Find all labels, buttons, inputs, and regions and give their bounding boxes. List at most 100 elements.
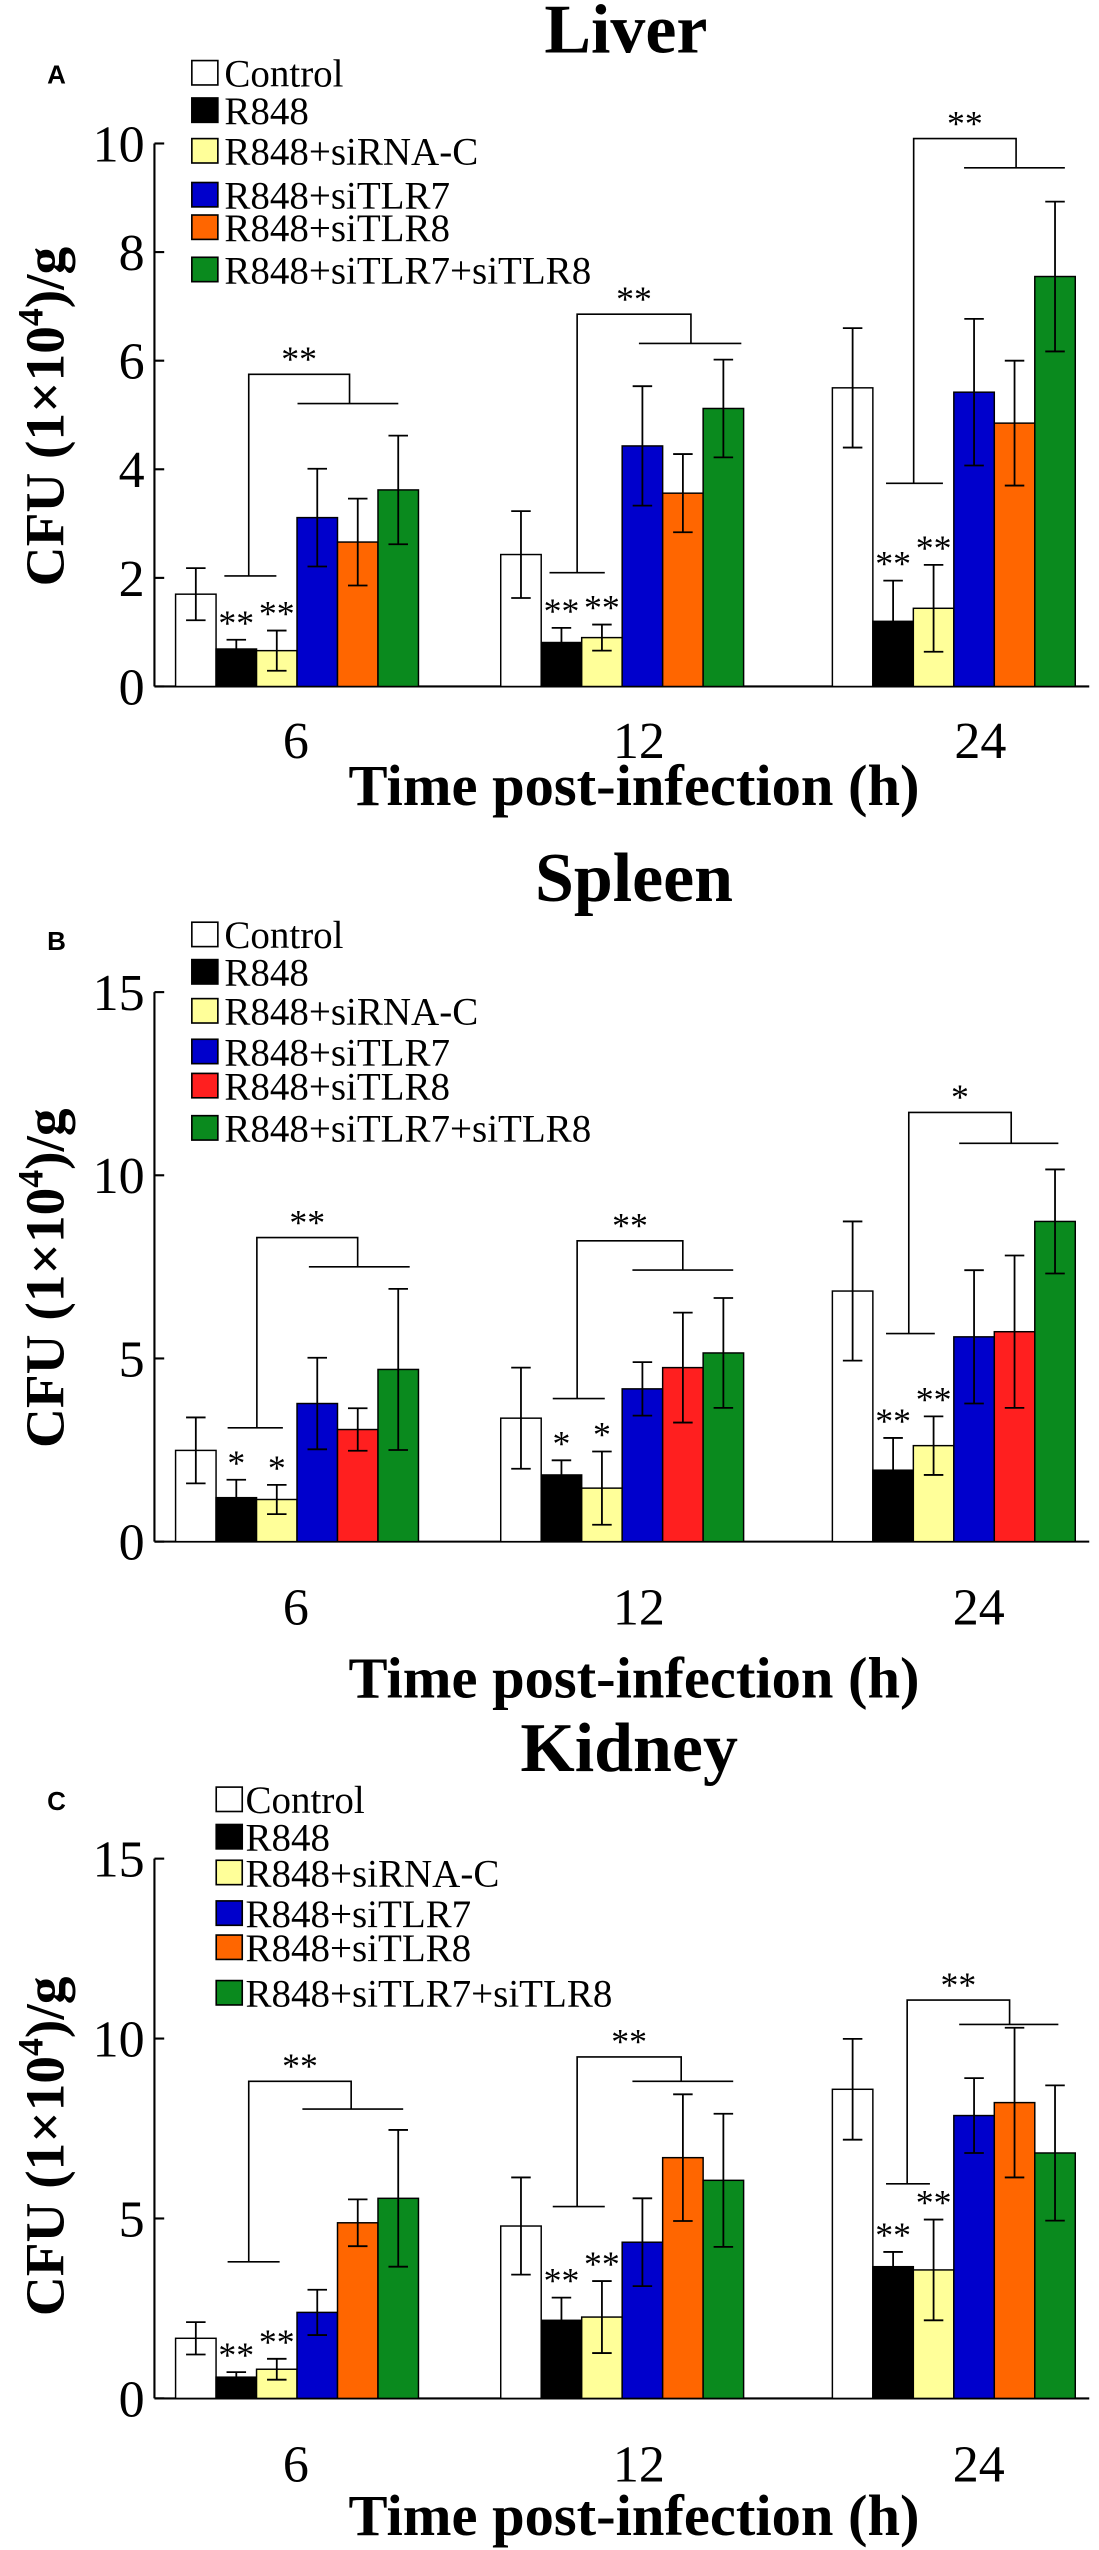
bar-group-24h: **** (831, 200, 1076, 688)
significance-mark: ** (584, 588, 620, 628)
y-tick-label: 6 (119, 334, 145, 391)
legend-swatch (191, 256, 219, 283)
legend-item-r848: R848 (191, 90, 309, 133)
error-bar-r848-24h (883, 2251, 903, 2283)
error-bar-r848-12h (551, 626, 572, 659)
comparison-bracket (224, 373, 399, 577)
bar-group-6h: ** ** (174, 2129, 420, 2400)
legend-swatch (215, 1934, 244, 1961)
comparison-significance: ** (612, 1206, 648, 1246)
legend-swatch (191, 1072, 219, 1099)
error-bar-r848-sirna-c-24h (923, 2218, 944, 2322)
bar-r848-sitlr7-sitlr8-24h (1034, 1220, 1076, 1543)
y-tick-label: 15 (93, 1832, 145, 1889)
legend-label: R848+siTLR7 (224, 175, 450, 218)
legend-swatch (191, 958, 219, 985)
legend-item-r848-sitlr8: R848+siTLR8 (191, 1065, 450, 1108)
legend-swatch (215, 1823, 244, 1850)
x-tick-label: 6 (283, 1580, 309, 1637)
error-bar-r848-sitlr7-24h (964, 2077, 984, 2154)
x-tick-label: 12 (613, 713, 665, 770)
significance-mark: * (227, 1443, 245, 1483)
legend-swatch (191, 181, 219, 208)
error-bar-r848-sirna-c-6h (267, 2357, 287, 2381)
x-tick-label: 24 (953, 2436, 1005, 2493)
y-axis-title-superscript: 4 (10, 308, 50, 326)
bar-group-24h: **** (831, 1168, 1076, 1543)
error-bar-r848-sirna-c-12h (592, 2280, 612, 2354)
significance-mark: ** (916, 1379, 952, 1419)
significance-mark: ** (584, 2244, 620, 2284)
error-bar-r848-sitlr7-sitlr8-24h (1045, 200, 1065, 353)
y-axis-title-unit: )/g (14, 1976, 75, 2038)
bar-group-12h: ** ** (499, 358, 745, 688)
error-bar-r848-sitlr7-sitlr8-24h (1045, 2084, 1065, 2222)
significance-mark: * (553, 1423, 571, 1463)
error-bar-r848-6h (226, 2371, 247, 2384)
legend-swatch (215, 1900, 244, 1927)
comparison-significance: ** (616, 279, 652, 319)
significance-mark: ** (875, 544, 911, 584)
error-bar-r848-sitlr7-12h (632, 385, 653, 507)
significance-mark: ** (259, 594, 295, 634)
error-bar-r848-sitlr8-24h (1004, 359, 1025, 487)
y-axis-title-superscript: 4 (10, 1170, 50, 1188)
legend-swatch (215, 1979, 244, 2006)
bar-group-6h: ** ** (174, 434, 420, 688)
legend-label: R848+siTLR8 (224, 1065, 450, 1108)
comparison-bracket (886, 1999, 1059, 2185)
chart-title: Liver (544, 0, 707, 68)
error-bar-r848-sirna-c-12h (592, 1450, 612, 1526)
y-tick-label: 5 (119, 2191, 145, 2248)
legend-item-r848-sirna-c: R848+siRNA-C (215, 1852, 499, 1895)
comparison-bracket (886, 137, 1065, 485)
panel-label: C (47, 1786, 66, 1816)
legend-swatch (191, 214, 219, 241)
error-bar-r848-12h (551, 2296, 572, 2344)
legend-label: R848 (224, 90, 309, 133)
legend: ControlR848R848+siRNA-CR848+siTLR7R848+s… (191, 53, 591, 292)
error-bar-r848-sitlr7-sitlr8-12h (713, 358, 734, 459)
comparison-significance: ** (281, 339, 317, 379)
x-tick-label: 6 (283, 2436, 309, 2493)
significance-mark: ** (544, 591, 580, 631)
bar-r848-sitlr8-6h (336, 541, 379, 688)
legend-label: R848+siRNA-C (224, 991, 478, 1034)
legend-swatch (191, 59, 219, 86)
legend-label: R848+siTLR7 (224, 1031, 450, 1074)
significance-mark: ** (916, 528, 952, 568)
y-tick-label: 15 (93, 965, 145, 1022)
error-bar-r848-sitlr7-sitlr8-12h (713, 2112, 734, 2248)
error-bar-control-6h (186, 1416, 206, 1485)
x-tick-label: 12 (613, 2436, 665, 2493)
bar-group-24h: **** (831, 2026, 1076, 2400)
legend-label: R848+siTLR7+siTLR8 (224, 1108, 591, 1151)
legend-swatch (191, 1038, 219, 1065)
error-bar-r848-sitlr7-12h (632, 2197, 653, 2288)
error-bar-r848-sitlr7-sitlr8-6h (388, 2129, 408, 2268)
error-bar-r848-sitlr7-sitlr8-24h (1045, 1168, 1065, 1275)
chart-title: Kidney (520, 1710, 738, 1787)
comparison-bracket (552, 1240, 734, 1400)
error-bar-r848-sirna-c-6h (267, 1483, 287, 1516)
x-tick-label: 24 (953, 1580, 1005, 1637)
y-tick-label: 8 (119, 225, 145, 282)
error-bar-r848-sitlr7-6h (307, 467, 328, 568)
legend-item-r848-sitlr7-sitlr8: R848+siTLR7+siTLR8 (215, 1973, 612, 2016)
y-tick-label: 4 (119, 442, 145, 499)
error-bar-r848-sitlr7-12h (632, 1361, 653, 1417)
error-bar-r848-24h (883, 579, 903, 663)
error-bar-r848-sitlr8-12h (673, 1311, 693, 1424)
x-tick-label: 6 (283, 713, 309, 770)
y-axis-title-superscript: 4 (10, 2038, 50, 2056)
bar-control-24h (831, 2088, 874, 2400)
legend-label: Control (245, 1779, 364, 1822)
legend-item-r848-sitlr7-sitlr8: R848+siTLR7+siTLR8 (191, 249, 591, 292)
legend-swatch (191, 137, 219, 164)
legend-item-r848: R848 (215, 1817, 330, 1860)
error-bar-control-24h (842, 327, 863, 449)
significance-mark: ** (218, 2335, 254, 2375)
y-tick-label: 10 (93, 2011, 145, 2068)
